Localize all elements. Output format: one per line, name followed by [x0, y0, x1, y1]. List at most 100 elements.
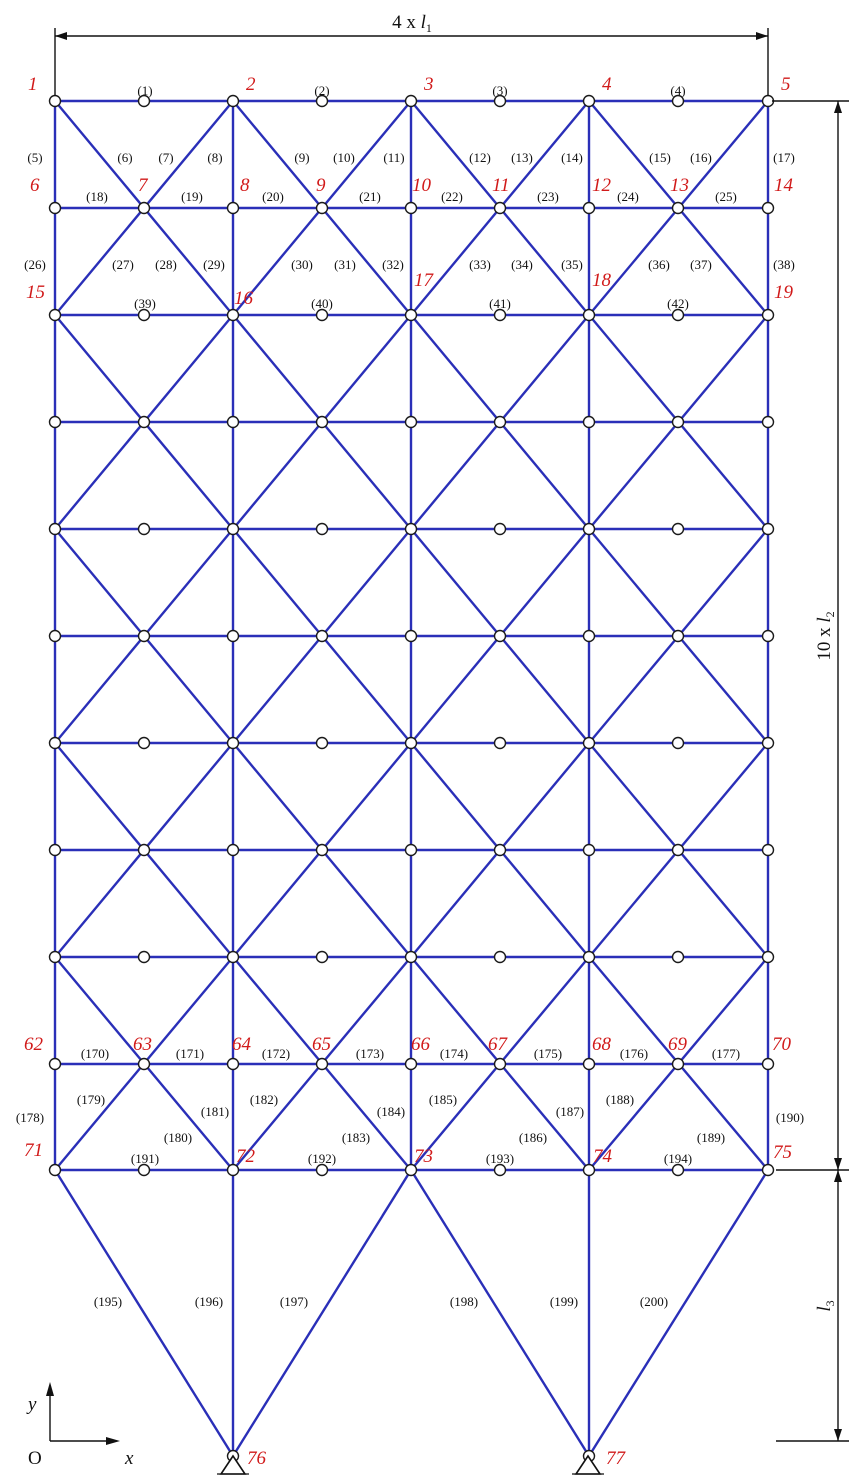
truss-joint	[671, 201, 685, 215]
truss-joint	[761, 94, 775, 108]
member-label-33: (33)	[469, 257, 491, 272]
truss-joint	[493, 629, 507, 643]
node-label-69: 69	[668, 1034, 688, 1055]
node-label-63: 63	[133, 1034, 152, 1055]
truss-joint	[493, 1057, 507, 1071]
truss-joint	[226, 629, 240, 643]
truss-joint	[137, 736, 151, 750]
height-dimension: 10 x l2 l3	[772, 100, 849, 1442]
node-label-65: 65	[312, 1034, 331, 1055]
member-label-1: (1)	[137, 83, 152, 98]
leg-dimension-label: l3	[814, 1300, 837, 1311]
node-label-1: 1	[28, 74, 38, 95]
node-label-74: 74	[593, 1146, 613, 1167]
member-label-24: (24)	[617, 189, 639, 204]
member-label-26: (26)	[24, 257, 46, 272]
truss-joint	[404, 1163, 418, 1177]
pin-support-76	[217, 1454, 249, 1475]
truss-joint	[493, 843, 507, 857]
truss-joint	[48, 843, 62, 857]
member-label-193: (193)	[486, 1151, 514, 1166]
truss-joint	[315, 201, 329, 215]
truss-joint	[226, 736, 240, 750]
truss-joint	[137, 94, 151, 108]
member-label-183: (183)	[342, 1130, 370, 1145]
node-label-15: 15	[26, 282, 45, 303]
truss-joint	[315, 308, 329, 322]
truss-joint	[493, 201, 507, 215]
truss-joint	[315, 629, 329, 643]
truss-joint	[761, 950, 775, 964]
member-label-8: (8)	[207, 150, 222, 165]
truss-joint	[48, 415, 62, 429]
node-label-76: 76	[247, 1448, 267, 1469]
node-label-12: 12	[592, 175, 612, 196]
member-label-25: (25)	[715, 189, 737, 204]
truss-joint	[493, 415, 507, 429]
node-label-68: 68	[592, 1034, 612, 1055]
truss-joint	[761, 522, 775, 536]
member-label-16: (16)	[690, 150, 712, 165]
node-label-8: 8	[240, 175, 250, 196]
member-label-185: (185)	[429, 1092, 457, 1107]
truss-joint	[226, 522, 240, 536]
truss-joint	[137, 201, 151, 215]
truss-joint	[493, 950, 507, 964]
member-label-42: (42)	[667, 296, 689, 311]
truss-joint	[137, 629, 151, 643]
truss-joint	[582, 1163, 596, 1177]
truss-joint	[761, 201, 775, 215]
member-label-34: (34)	[511, 257, 533, 272]
node-label-9: 9	[316, 175, 326, 196]
member-label-179: (179)	[77, 1092, 105, 1107]
member-label-12: (12)	[469, 150, 491, 165]
member-label-191: (191)	[131, 1151, 159, 1166]
member-label-28: (28)	[155, 257, 177, 272]
member-label-36: (36)	[648, 257, 670, 272]
node-label-70: 70	[772, 1034, 792, 1055]
member-label-181: (181)	[201, 1104, 229, 1119]
member-label-13: (13)	[511, 150, 533, 165]
member-label-41: (41)	[489, 296, 511, 311]
node-label-10: 10	[412, 175, 432, 196]
member-label-3: (3)	[492, 83, 507, 98]
member-label-196: (196)	[195, 1294, 223, 1309]
truss-joint	[493, 736, 507, 750]
truss-joint	[315, 736, 329, 750]
member-label-194: (194)	[664, 1151, 692, 1166]
origin-label: O	[28, 1448, 42, 1469]
truss-joint	[137, 308, 151, 322]
truss-joint	[226, 843, 240, 857]
truss-joint	[315, 415, 329, 429]
member-label-6: (6)	[117, 150, 132, 165]
node-label-71: 71	[24, 1140, 43, 1161]
truss-joint	[493, 308, 507, 322]
member-label-197: (197)	[280, 1294, 308, 1309]
member-label-19: (19)	[181, 189, 203, 204]
member-label-189: (189)	[697, 1130, 725, 1145]
node-label-75: 75	[773, 1142, 792, 1163]
truss-joint	[582, 843, 596, 857]
node-label-2: 2	[246, 74, 256, 95]
truss-joint	[404, 308, 418, 322]
node-label-77: 77	[606, 1448, 627, 1469]
truss-joint	[404, 415, 418, 429]
support-leg-198	[409, 1169, 591, 1457]
truss-joint	[582, 950, 596, 964]
node-label-5: 5	[781, 74, 791, 95]
truss-joint	[137, 522, 151, 536]
member-label-7: (7)	[158, 150, 173, 165]
truss-joint	[226, 1057, 240, 1071]
truss-joint	[404, 522, 418, 536]
member-label-171: (171)	[176, 1046, 204, 1061]
member-label-31: (31)	[334, 257, 356, 272]
truss-joint	[137, 1057, 151, 1071]
truss-joints	[48, 94, 775, 1463]
truss-joint	[671, 415, 685, 429]
member-label-39: (39)	[134, 296, 156, 311]
truss-joint	[226, 415, 240, 429]
truss-joint	[48, 1057, 62, 1071]
member-label-38: (38)	[773, 257, 795, 272]
truss-joint	[315, 950, 329, 964]
